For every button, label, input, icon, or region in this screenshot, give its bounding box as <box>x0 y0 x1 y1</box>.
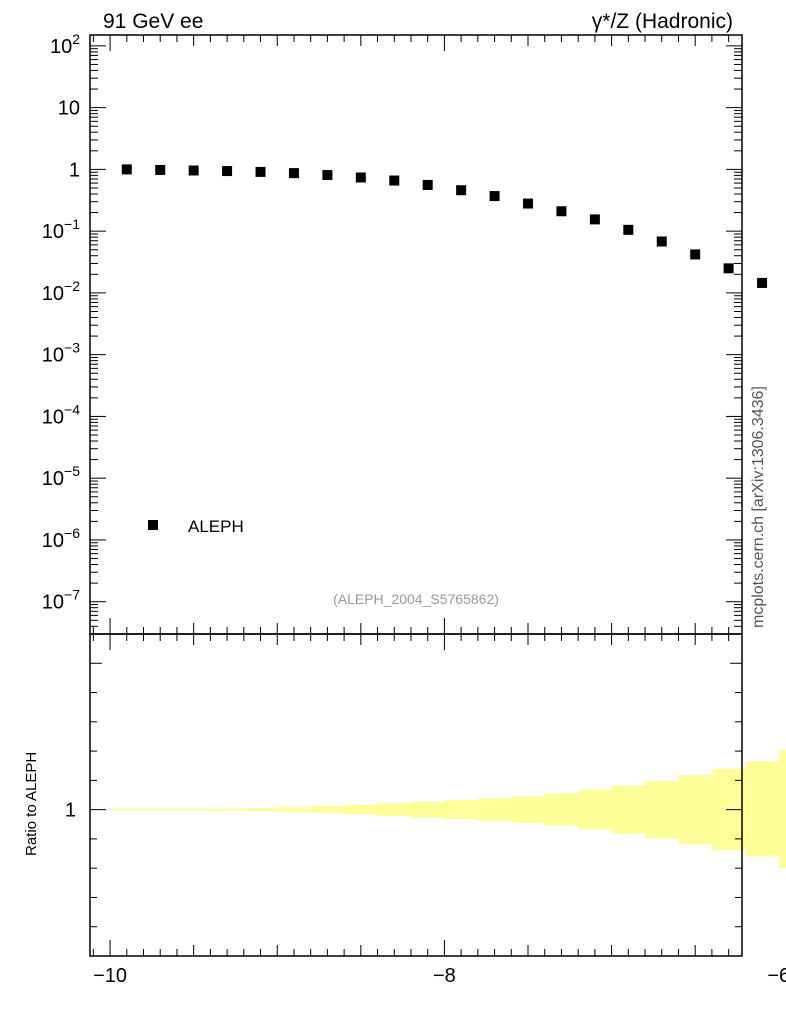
band-segment <box>110 808 144 811</box>
main-panel: 102 10 1 10−1 10−2 10−3 10−4 10−5 10−6 10−7 <box>42 31 768 635</box>
data-point <box>757 277 768 288</box>
band-segment <box>410 801 445 818</box>
band-segment <box>645 780 679 839</box>
data-point <box>121 164 132 175</box>
data-point <box>355 172 366 183</box>
band-segment <box>143 808 178 811</box>
y-tick-label: 10 <box>58 98 80 120</box>
band-segment <box>377 803 412 816</box>
band-segment <box>176 808 211 811</box>
data-point <box>523 198 534 209</box>
ratio-y-label: Ratio to ALEPH <box>23 752 40 856</box>
data-markers <box>121 164 768 288</box>
band-segment <box>344 804 379 815</box>
y-tick-label: 1 <box>69 159 80 181</box>
band-segment <box>611 785 646 834</box>
ratio-panel: 1 −10 −8 −6 <box>65 633 786 987</box>
band-segment <box>277 807 312 812</box>
main-frame <box>89 34 743 635</box>
data-point <box>322 170 333 181</box>
data-point <box>690 249 701 260</box>
y-tick-label: 10−5 <box>42 463 80 490</box>
y-tick-label: 10−4 <box>42 401 80 428</box>
analysis-reference: (ALEPH_2004_S5765862) <box>333 591 499 607</box>
main-x-axis <box>92 35 730 634</box>
uncertainty-band <box>110 749 786 869</box>
band-segment <box>310 806 345 813</box>
header-right: γ*/Z (Hadronic) <box>592 10 733 33</box>
y-tick-label: 102 <box>50 31 80 58</box>
x-tick-label: −6 <box>767 965 786 987</box>
data-point <box>723 263 734 274</box>
band-segment <box>243 808 278 812</box>
main-y-axis: 102 10 1 10−1 10−2 10−3 10−4 10−5 10−6 10−7 <box>42 31 742 635</box>
y-tick-label: 10−2 <box>42 278 80 305</box>
data-point <box>623 224 634 235</box>
ratio-frame <box>89 633 743 957</box>
legend-label: ALEPH <box>188 517 244 536</box>
side-text: mcplots.cern.ch [arXiv:1306.3436] <box>750 386 767 628</box>
band-segment <box>745 761 780 857</box>
band-segment <box>511 796 546 823</box>
data-point <box>389 175 400 186</box>
data-point <box>489 191 500 202</box>
x-tick-label: −8 <box>433 965 456 987</box>
y-tick-label: 10−6 <box>42 525 80 552</box>
legend: ALEPH <box>148 517 244 536</box>
data-point <box>288 168 299 179</box>
ratio-x-axis: −10 −8 −6 <box>92 634 786 987</box>
ratio-y-axis: 1 <box>65 662 742 928</box>
data-point <box>589 214 600 225</box>
band-segment <box>778 749 786 869</box>
band-segment <box>444 800 479 820</box>
x-tick-label: −10 <box>93 965 127 987</box>
data-point <box>556 206 567 217</box>
band-segment <box>477 798 512 821</box>
band-segment <box>544 793 579 826</box>
data-point <box>456 185 467 196</box>
legend-marker <box>148 520 158 530</box>
band-segment <box>210 808 245 811</box>
data-point <box>188 165 199 176</box>
y-tick-label: 10−7 <box>42 587 80 614</box>
data-point <box>222 166 233 177</box>
data-point <box>656 236 667 247</box>
band-segment <box>678 775 713 845</box>
data-point <box>422 179 433 190</box>
band-segment <box>578 789 613 830</box>
y-tick-label: 10−3 <box>42 340 80 367</box>
data-point <box>255 166 266 177</box>
y-tick-label: 10−1 <box>42 216 80 243</box>
ratio-y-tick-label: 1 <box>65 800 76 822</box>
data-point <box>155 164 166 175</box>
header-left: 91 GeV ee <box>103 10 203 33</box>
